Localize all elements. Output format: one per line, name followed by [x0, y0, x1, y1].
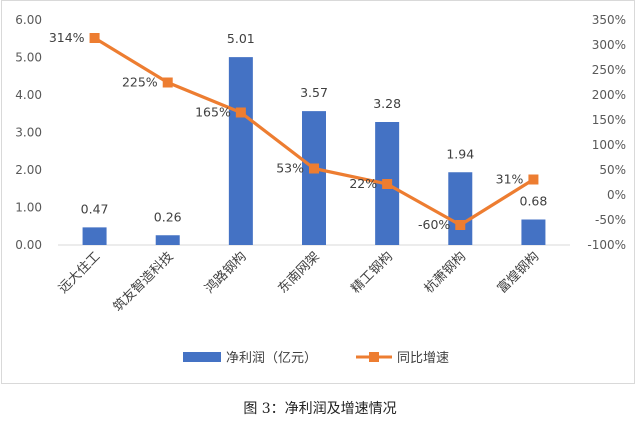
line-point	[528, 174, 539, 185]
y-right-tick-label: 250%	[592, 63, 626, 77]
bar-data-labels: 0.47 0.26 5.01 3.57 3.28 1.94 0.68	[81, 31, 548, 224]
category-label: 富煌钢构	[494, 249, 542, 297]
line-point	[382, 179, 393, 189]
line-value-label: -60%	[418, 217, 450, 232]
bar	[155, 235, 180, 245]
y-left-tick-label: 0.00	[15, 238, 42, 252]
category-label: 精工钢构	[349, 249, 396, 296]
y-right-tick-label: 150%	[592, 113, 626, 127]
line-value-label: 22%	[349, 176, 377, 191]
category-label: 东南网架	[275, 249, 323, 297]
bar	[82, 227, 107, 245]
y-right-axis: -100% -50% 0% 50% 100% 150% 200% 250% 300% 350%	[587, 13, 626, 252]
line-point	[235, 107, 246, 118]
bar-value-label: 3.57	[300, 85, 328, 100]
bar-value-label: 0.26	[154, 209, 182, 224]
line-point	[162, 77, 173, 88]
bar-value-label: 0.68	[520, 194, 548, 209]
line-value-label: 225%	[122, 75, 158, 90]
line-point	[89, 33, 100, 43]
legend: 净利润（亿元） 同比增速	[183, 351, 449, 366]
y-left-tick-label: 5.00	[15, 51, 42, 65]
figure-caption: 图 3：净利润及增速情况	[243, 401, 397, 417]
y-right-tick-label: 0%	[607, 188, 626, 202]
y-right-tick-label: 350%	[592, 13, 626, 27]
bar	[521, 219, 546, 245]
legend-line-label: 同比增速	[397, 351, 449, 366]
legend-bar-swatch	[183, 352, 221, 362]
chart: 0.00 1.00 2.00 3.00 4.00 5.00 6.00 -100% -50% 0%…	[15, 13, 626, 366]
bar-value-label: 3.28	[373, 96, 401, 111]
bar-value-label: 0.47	[81, 201, 109, 216]
y-left-tick-label: 4.00	[15, 88, 42, 102]
y-right-tick-label: 200%	[592, 88, 626, 102]
line-point	[309, 163, 319, 174]
y-right-tick-label: 50%	[599, 163, 626, 177]
y-right-tick-label: 100%	[592, 138, 626, 152]
line-value-label: 53%	[276, 161, 304, 176]
bar	[448, 172, 473, 245]
category-label: 杭萧钢构	[422, 249, 469, 296]
bar	[228, 57, 253, 245]
y-left-tick-label: 3.00	[15, 126, 42, 140]
legend-bar-label: 净利润（亿元）	[226, 351, 317, 366]
category-label: 鸿路钢构	[202, 249, 250, 297]
line-data-labels: 314% 225% 165% 53% 22% -60% 31%	[49, 30, 524, 232]
bar	[302, 111, 326, 245]
y-right-tick-label: -100%	[587, 238, 626, 252]
line-value-label: 31%	[496, 172, 524, 187]
line-value-label: 165%	[195, 105, 231, 120]
line-value-label: 314%	[49, 30, 85, 45]
y-left-axis: 0.00 1.00 2.00 3.00 4.00 5.00 6.00	[15, 13, 42, 252]
y-left-tick-label: 1.00	[15, 201, 42, 215]
category-label: 筑友智造科技	[110, 249, 176, 315]
category-labels: 远大住工 筑友智造科技 鸿路钢构 东南网架 精工钢构 杭萧钢构 富煌钢构	[56, 249, 542, 315]
y-right-tick-label: 300%	[592, 38, 626, 52]
category-label: 远大住工	[56, 249, 103, 296]
legend-line-marker	[369, 352, 379, 362]
y-left-tick-label: 6.00	[15, 13, 42, 27]
y-left-tick-label: 2.00	[15, 163, 42, 177]
y-right-tick-label: -50%	[595, 213, 626, 227]
bar-value-label: 1.94	[446, 146, 474, 161]
line-point	[455, 220, 466, 230]
bar-value-label: 5.01	[227, 31, 255, 46]
line-series	[89, 33, 539, 230]
